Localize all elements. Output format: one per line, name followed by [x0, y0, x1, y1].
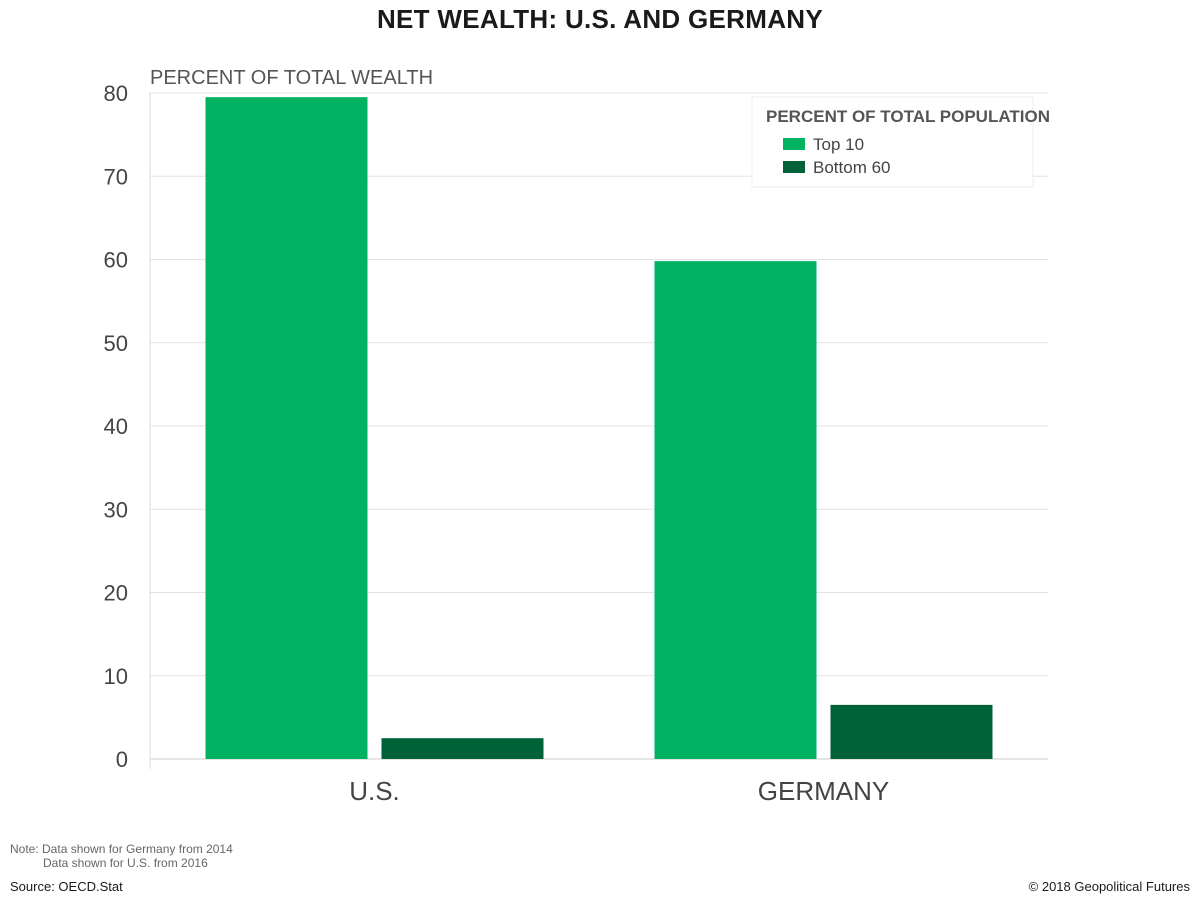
y-tick-label: 80 — [104, 81, 128, 106]
y-axis-ticks: 0 10 20 30 40 50 60 70 80 — [104, 81, 128, 772]
x-axis-labels: U.S. GERMANY — [349, 776, 889, 806]
legend-swatch — [783, 138, 805, 150]
bar-top-10-germany — [654, 261, 817, 759]
bar-bottom-60-us — [381, 738, 544, 759]
y-tick-label: 70 — [104, 164, 128, 189]
y-tick-label: 20 — [104, 581, 128, 606]
y-tick-label: 50 — [104, 331, 128, 356]
y-tick-label: 40 — [104, 414, 128, 439]
y-tick-label: 0 — [116, 747, 128, 772]
legend-entry: Top 10 — [813, 135, 864, 154]
bars — [205, 97, 993, 760]
x-category-label: U.S. — [349, 776, 400, 806]
legend-entry: Bottom 60 — [813, 158, 891, 177]
legend: PERCENT OF TOTAL POPULATION Top 10 Bottom… — [751, 96, 1050, 188]
x-category-label: GERMANY — [758, 776, 889, 806]
note-line-2: Data shown for U.S. from 2016 — [43, 856, 208, 870]
copyright-text: © 2018 Geopolitical Futures — [1028, 879, 1190, 894]
y-axis-label: PERCENT OF TOTAL WEALTH — [150, 67, 433, 89]
y-tick-label: 30 — [104, 497, 128, 522]
legend-title: PERCENT OF TOTAL POPULATION — [766, 107, 1050, 126]
legend-swatch — [783, 161, 805, 173]
bar-top-10-us — [205, 97, 368, 760]
chart-title: NET WEALTH: U.S. AND GERMANY — [376, 4, 824, 34]
y-tick-label: 60 — [104, 248, 128, 273]
note-line-1: Note: Data shown for Germany from 2014 — [10, 842, 233, 856]
source-text: Source: OECD.Stat — [10, 879, 123, 894]
bar-bottom-60-germany — [830, 704, 993, 759]
y-tick-label: 10 — [104, 664, 128, 689]
